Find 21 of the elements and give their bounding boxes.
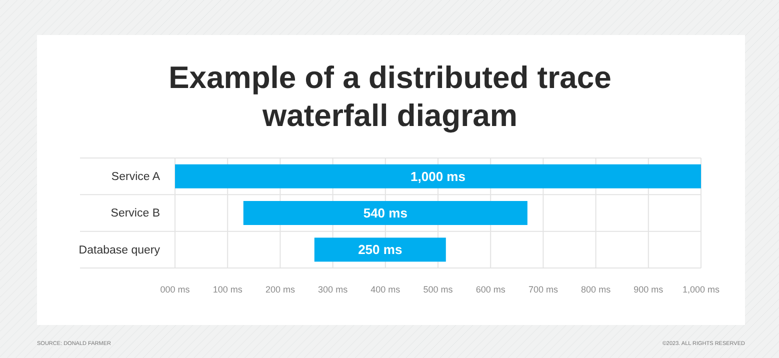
x-tick-label: 200 ms (265, 284, 296, 294)
chart-title: Example of a distributed trace waterfall diagram (168, 60, 612, 133)
y-tick-label: Database query (78, 244, 160, 256)
y-tick-label: Service A (111, 171, 160, 184)
x-tick-label: 600 ms (476, 284, 506, 294)
x-tick-label: 500 ms (423, 284, 454, 294)
bar (314, 238, 446, 262)
bar (243, 201, 528, 225)
data-label: 1,000 ms (410, 168, 466, 184)
data-label: 540 ms (363, 206, 408, 220)
x-tick-label: 1,000 ms (682, 284, 720, 294)
x-tick-label: 700 ms (528, 284, 558, 294)
x-tick-label: 400 ms (370, 284, 401, 294)
x-tick-label: 300 ms (318, 284, 348, 294)
x-tick-label: 100 ms (212, 284, 243, 294)
bar (175, 164, 701, 188)
data-label: 250 ms (358, 242, 402, 258)
x-tick-label: 800 ms (581, 284, 612, 294)
y-tick-label: Service B (110, 208, 160, 220)
x-tick-label: 900 ms (634, 284, 664, 294)
x-tick-label: 000 ms (160, 284, 190, 294)
